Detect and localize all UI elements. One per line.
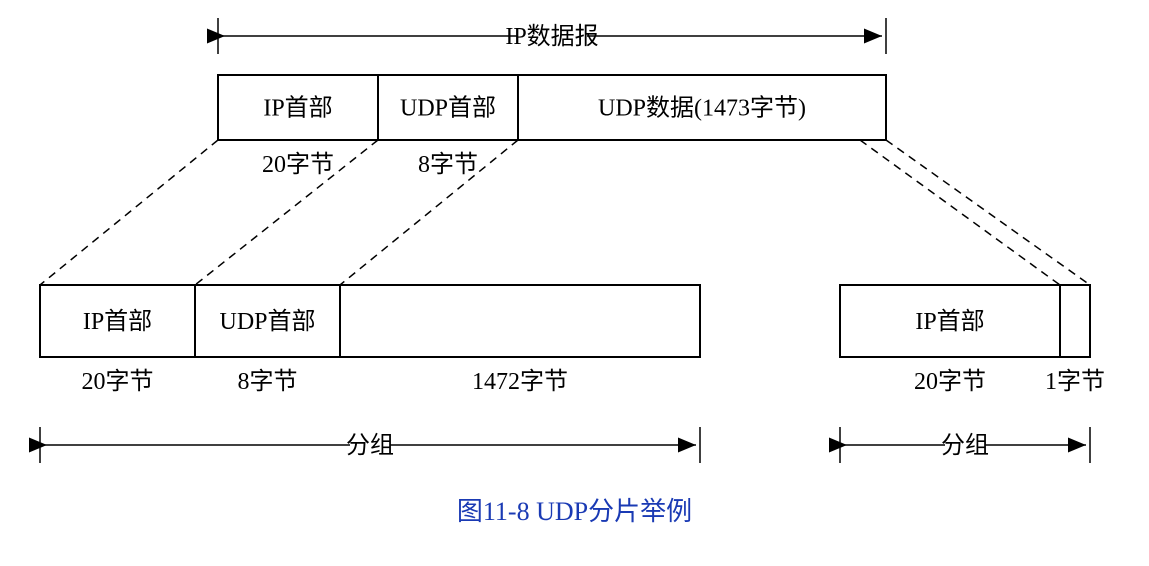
ip-header-2-label: IP首部 [83, 308, 152, 335]
udp-data-label: UDP数据(1473字节) [598, 95, 806, 122]
ip-header-3-sublabel: 20字节 [914, 368, 986, 395]
arrow-label: IP数据报 [505, 23, 598, 50]
data-3-sublabel: 1字节 [1045, 368, 1105, 395]
projection-line [886, 140, 1090, 285]
projection-line [40, 140, 218, 285]
ip-header-3-label: IP首部 [915, 308, 984, 335]
udp-fragmentation-diagram: IP数据报 IP首部 20字节 UDP首部 8字节 UDP数据(1473字节) IP首部 20… [0, 0, 1149, 561]
figure-caption: 图11-8 UDP分片举例 [457, 497, 692, 526]
arrow-label: 分组 [941, 432, 989, 459]
ip-header-label: IP首部 [263, 95, 332, 122]
udp-header-label: UDP首部 [400, 95, 496, 122]
projection-line [860, 140, 1060, 285]
data-2-sublabel: 1472字节 [472, 368, 568, 395]
arrow-label: 分组 [346, 432, 394, 459]
data-3 [1060, 285, 1090, 357]
data-2 [340, 285, 700, 357]
ip-header-sublabel: 20字节 [262, 151, 334, 178]
udp-header-2-sublabel: 8字节 [238, 368, 298, 395]
ip-header-2-sublabel: 20字节 [82, 368, 154, 395]
udp-header-2-label: UDP首部 [219, 308, 315, 335]
udp-header-sublabel: 8字节 [418, 151, 478, 178]
